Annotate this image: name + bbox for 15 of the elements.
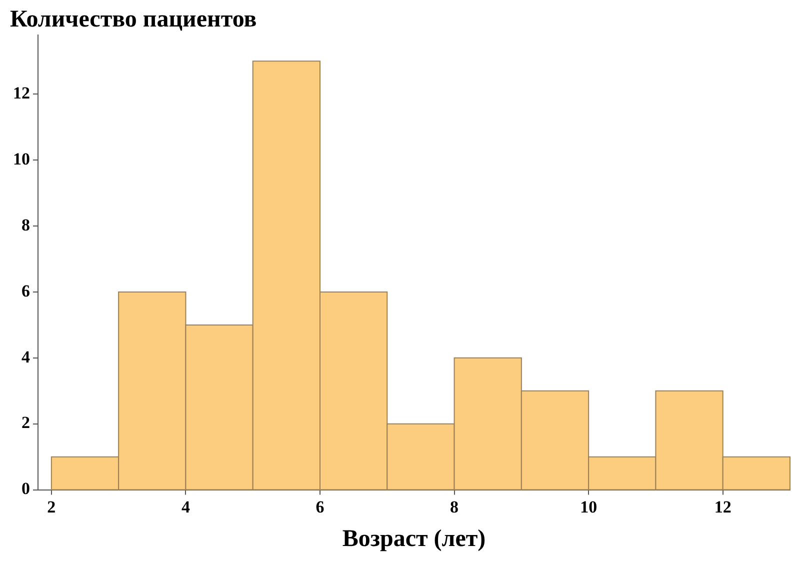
y-tick-label: 0 [22, 479, 30, 498]
x-tick-label: 12 [714, 497, 732, 516]
x-axis-title: Возраст (лет) [342, 526, 486, 552]
y-tick-label: 2 [22, 413, 30, 432]
x-tick-label: 10 [580, 497, 598, 516]
y-tick-label: 4 [22, 347, 30, 366]
y-tick-label: 12 [13, 84, 30, 103]
x-tick-label: 8 [450, 497, 459, 516]
x-tick-label: 6 [316, 497, 324, 516]
y-tick-label: 6 [22, 281, 30, 300]
x-tick-label: 2 [47, 497, 56, 516]
x-tick-label: 4 [181, 497, 190, 516]
chart-title: Количество пациентов [10, 6, 257, 33]
y-tick-label: 10 [13, 149, 30, 168]
y-tick-label: 8 [22, 215, 30, 234]
